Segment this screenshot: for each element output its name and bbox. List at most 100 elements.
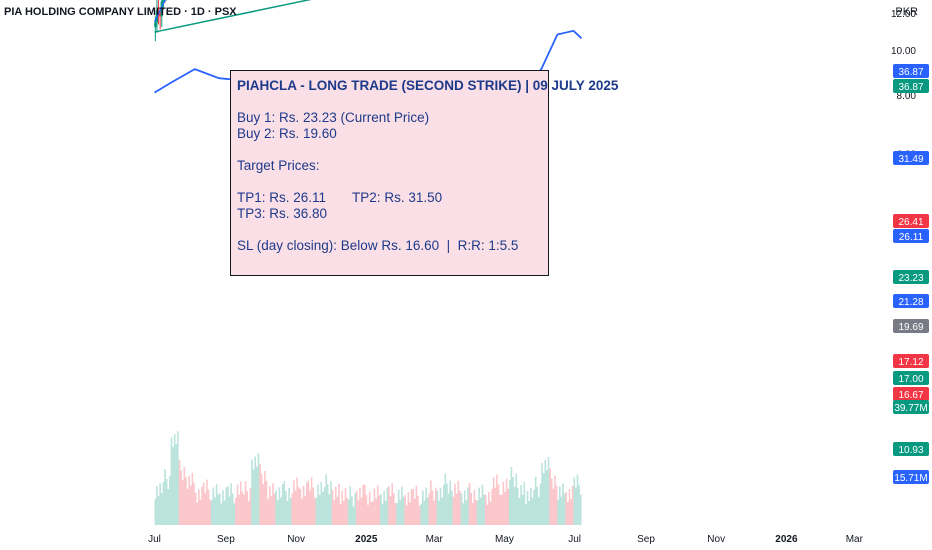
- volume-bar: [431, 490, 434, 525]
- time-tick: Nov: [287, 534, 305, 545]
- volume-bar: [489, 501, 492, 525]
- volume-bar: [476, 500, 479, 525]
- volume-bar: [480, 497, 482, 525]
- volume-bar: [473, 489, 476, 525]
- volume-bar: [243, 494, 245, 525]
- note-title: PIAHCLA - LONG TRADE (SECOND STRIKE) | 0…: [237, 78, 619, 93]
- volume-bar: [185, 477, 187, 525]
- volume-bar: [486, 504, 489, 525]
- volume-bar: [404, 495, 406, 525]
- candle-body: [158, 15, 162, 17]
- volume-bar: [362, 484, 364, 525]
- volume-bar: [517, 488, 519, 525]
- volume-bar: [550, 478, 553, 525]
- volume-bar: [521, 495, 524, 525]
- volume-bar: [286, 501, 289, 525]
- volume-bar: [478, 487, 481, 525]
- volume-bar: [326, 484, 329, 525]
- volume-bar: [412, 488, 414, 525]
- volume-bar: [244, 481, 247, 525]
- volume-bar: [189, 485, 192, 525]
- time-tick: Mar: [846, 534, 864, 545]
- volume-bar: [391, 483, 393, 525]
- volume-bar: [383, 490, 385, 525]
- ascending-trendline: [154, 0, 312, 33]
- volume-bar: [169, 476, 171, 525]
- volume-bar: [397, 489, 400, 525]
- volume-bar: [281, 484, 284, 525]
- volume-bar: [275, 490, 277, 525]
- volume-bar: [352, 506, 355, 525]
- volume-bar: [331, 489, 334, 525]
- note-buy1: Buy 1: Rs. 23.23 (Current Price): [237, 110, 430, 125]
- time-tick: Jul: [148, 534, 161, 545]
- time-tick: Jul: [568, 534, 581, 545]
- price-tag-bg: [893, 214, 929, 228]
- volume-bar: [165, 479, 168, 525]
- volume-bar: [557, 499, 559, 525]
- volume-bar: [341, 491, 344, 525]
- volume-bar: [504, 491, 506, 525]
- volume-bar: [488, 491, 490, 525]
- volume-bar: [447, 493, 450, 525]
- volume-bar: [218, 493, 221, 525]
- volume-bar: [280, 497, 282, 525]
- volume-bar: [483, 494, 485, 525]
- volume-bar: [384, 500, 387, 525]
- price-tag-bg: [893, 371, 929, 385]
- volume-bar: [510, 467, 513, 525]
- volume-bar: [339, 504, 342, 525]
- volume-bar: [177, 431, 179, 525]
- currency-label[interactable]: PKR: [895, 6, 918, 18]
- volume-bar: [338, 483, 340, 525]
- volume-bar: [405, 505, 408, 525]
- volume-bar: [159, 483, 161, 525]
- volume-bar: [354, 493, 356, 525]
- price-tag-bg: [893, 229, 929, 243]
- volume-bar: [296, 477, 298, 525]
- volume-bar: [525, 504, 527, 525]
- volume-bar: [433, 500, 435, 525]
- time-tick: May: [495, 534, 514, 545]
- volume-bar: [396, 502, 398, 525]
- volume-bar: [198, 489, 200, 525]
- volume-bar: [209, 499, 211, 525]
- volume-bar: [399, 499, 402, 525]
- trade-note[interactable]: PIAHCLA - LONG TRADE (SECOND STRIKE) | 0…: [230, 70, 619, 276]
- volume-bar: [496, 474, 498, 525]
- volume-bar: [422, 490, 424, 525]
- volume-bar: [180, 470, 182, 525]
- price-tag-bg: [893, 442, 929, 456]
- volume-bar: [304, 495, 306, 525]
- time-tick: 2025: [355, 534, 378, 545]
- volume-bar: [539, 483, 542, 525]
- volume-bar: [457, 480, 460, 525]
- volume-bar: [402, 496, 405, 525]
- volume-bar: [357, 500, 360, 525]
- price-tag-bg: [893, 64, 929, 78]
- volume-bar: [439, 487, 442, 525]
- volume-bar: [320, 481, 323, 525]
- volume-bar: [541, 463, 543, 525]
- volume-bar: [246, 491, 248, 525]
- volume-bar: [256, 466, 258, 525]
- volume-bar: [299, 488, 302, 525]
- volume-bar: [500, 494, 503, 525]
- volume-bar: [378, 495, 381, 525]
- price-tag: 21.28: [898, 297, 923, 308]
- volume-bar: [509, 480, 511, 525]
- volume-bar: [291, 493, 294, 525]
- volume-bar: [259, 464, 261, 525]
- volume-bar: [220, 503, 223, 525]
- volume-bar: [260, 474, 263, 525]
- volume-bar: [520, 485, 522, 525]
- price-tag: 31.49: [898, 154, 923, 165]
- price-tag-bg: [893, 400, 929, 414]
- volume-bar: [238, 494, 240, 525]
- note-buy2: Buy 2: Rs. 19.60: [237, 126, 337, 141]
- volume-bar: [576, 474, 579, 525]
- volume-bar: [272, 483, 274, 525]
- time-tick: Mar: [426, 534, 444, 545]
- volume-bar: [534, 476, 537, 525]
